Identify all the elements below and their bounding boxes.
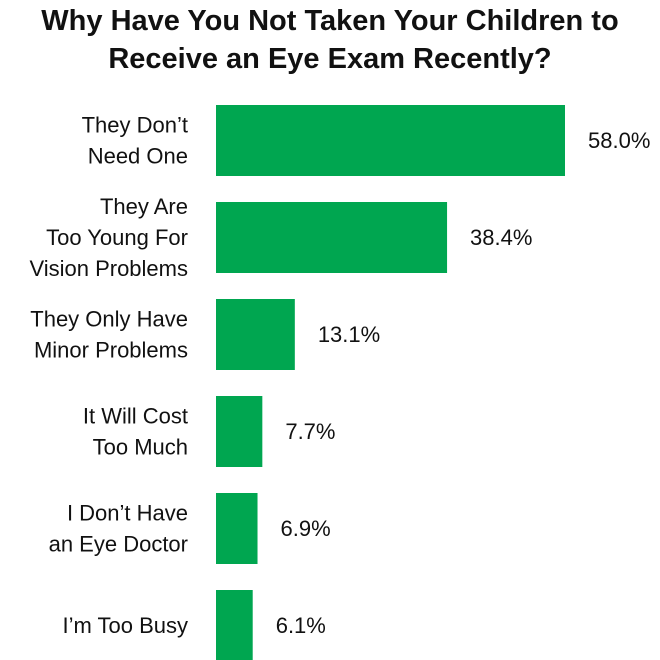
value-label-4: 6.9% — [281, 516, 331, 541]
bar-3 — [216, 396, 263, 467]
category-label-4-line-1: an Eye Doctor — [49, 532, 188, 557]
value-label-2: 13.1% — [318, 322, 380, 347]
category-label-2-line-0: They Only Have — [30, 307, 188, 332]
category-label-2-line-1: Minor Problems — [34, 338, 188, 363]
value-label-1: 38.4% — [470, 225, 532, 250]
bar-2 — [216, 299, 295, 370]
chart-title-line-1: Why Have You Not Taken Your Children to — [41, 5, 619, 37]
value-label-0: 58.0% — [588, 128, 650, 153]
category-label-0-line-0: They Don’t — [82, 113, 188, 138]
chart-title-line-2: Receive an Eye Exam Recently? — [108, 43, 552, 75]
category-label-1-line-2: Vision Problems — [29, 256, 188, 281]
category-label-1-line-0: They Are — [100, 194, 188, 219]
category-label-1: They Are Too Young For Vision Problems — [29, 194, 188, 281]
category-label-2: They Only Have Minor Problems — [30, 307, 188, 363]
bar-0 — [216, 105, 565, 176]
value-label-3: 7.7% — [285, 419, 335, 444]
bar-1 — [216, 202, 448, 273]
value-label-5: 6.1% — [276, 613, 326, 638]
category-label-4-line-0: I Don’t Have — [67, 501, 188, 526]
category-label-3-line-0: It Will Cost — [83, 404, 188, 429]
category-label-3-line-1: Too Much — [93, 435, 188, 460]
category-label-4: I Don’t Have an Eye Doctor — [49, 501, 188, 557]
category-label-5: I’m Too Busy — [62, 613, 188, 638]
category-label-0-line-1: Need One — [88, 144, 188, 169]
category-label-0: They Don’t Need One — [82, 113, 188, 169]
bar-4 — [216, 493, 258, 564]
category-label-5-line-0: I’m Too Busy — [62, 613, 188, 638]
chart-title: Why Have You Not Taken Your Children to … — [0, 2, 660, 78]
bar-5 — [216, 590, 253, 660]
category-label-1-line-1: Too Young For — [46, 225, 188, 250]
category-label-3: It Will Cost Too Much — [83, 404, 188, 460]
